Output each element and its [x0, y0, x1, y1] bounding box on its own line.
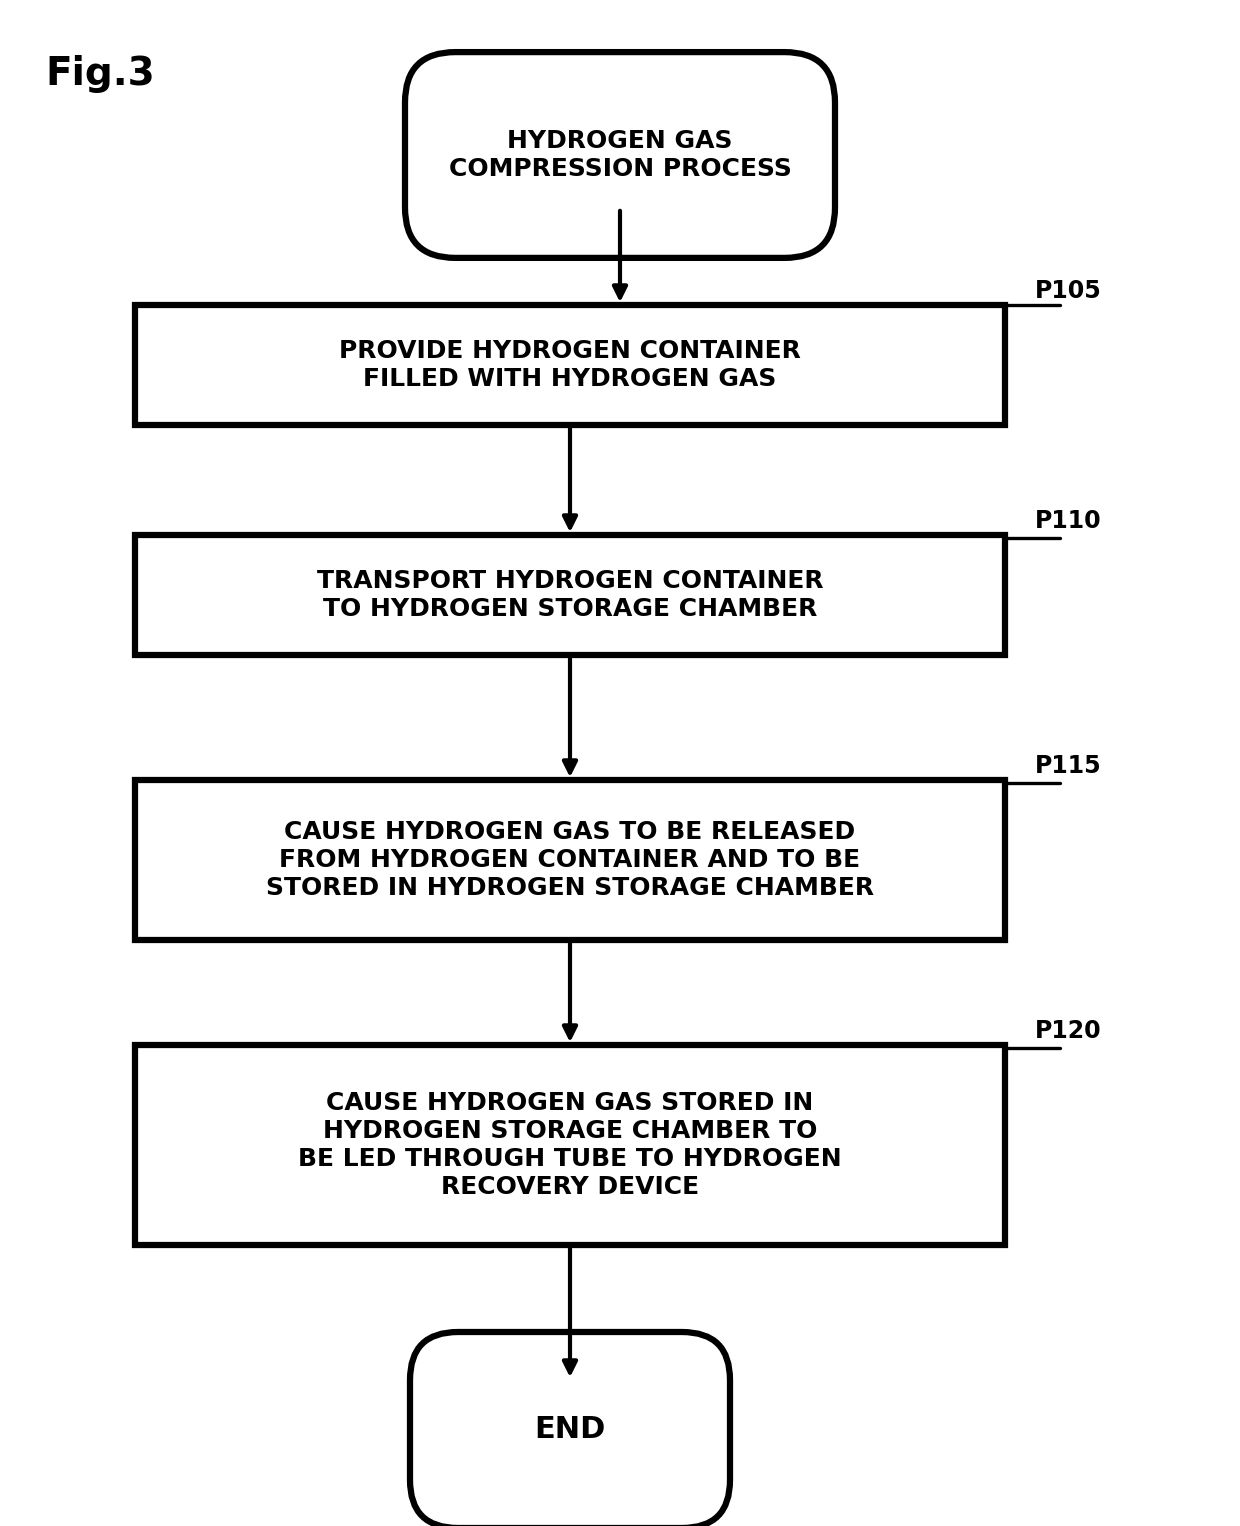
Text: PROVIDE HYDROGEN CONTAINER
FILLED WITH HYDROGEN GAS: PROVIDE HYDROGEN CONTAINER FILLED WITH H…	[339, 339, 801, 391]
Text: CAUSE HYDROGEN GAS TO BE RELEASED
FROM HYDROGEN CONTAINER AND TO BE
STORED IN HY: CAUSE HYDROGEN GAS TO BE RELEASED FROM H…	[265, 819, 874, 900]
Text: CAUSE HYDROGEN GAS STORED IN
HYDROGEN STORAGE CHAMBER TO
BE LED THROUGH TUBE TO : CAUSE HYDROGEN GAS STORED IN HYDROGEN ST…	[298, 1091, 842, 1199]
Text: HYDROGEN GAS
COMPRESSION PROCESS: HYDROGEN GAS COMPRESSION PROCESS	[449, 130, 791, 182]
Text: P115: P115	[1035, 754, 1101, 778]
Bar	[135, 780, 1004, 940]
Text: P120: P120	[1035, 1019, 1101, 1042]
Bar	[135, 536, 1004, 655]
FancyBboxPatch shape	[410, 1332, 730, 1526]
Text: P110: P110	[1035, 510, 1101, 533]
Text: Fig.3: Fig.3	[45, 55, 155, 93]
Text: TRANSPORT HYDROGEN CONTAINER
TO HYDROGEN STORAGE CHAMBER: TRANSPORT HYDROGEN CONTAINER TO HYDROGEN…	[316, 569, 823, 621]
Text: END: END	[534, 1416, 605, 1445]
Bar	[135, 1045, 1004, 1245]
Text: P105: P105	[1035, 279, 1102, 304]
Bar	[135, 305, 1004, 426]
FancyBboxPatch shape	[405, 52, 835, 258]
